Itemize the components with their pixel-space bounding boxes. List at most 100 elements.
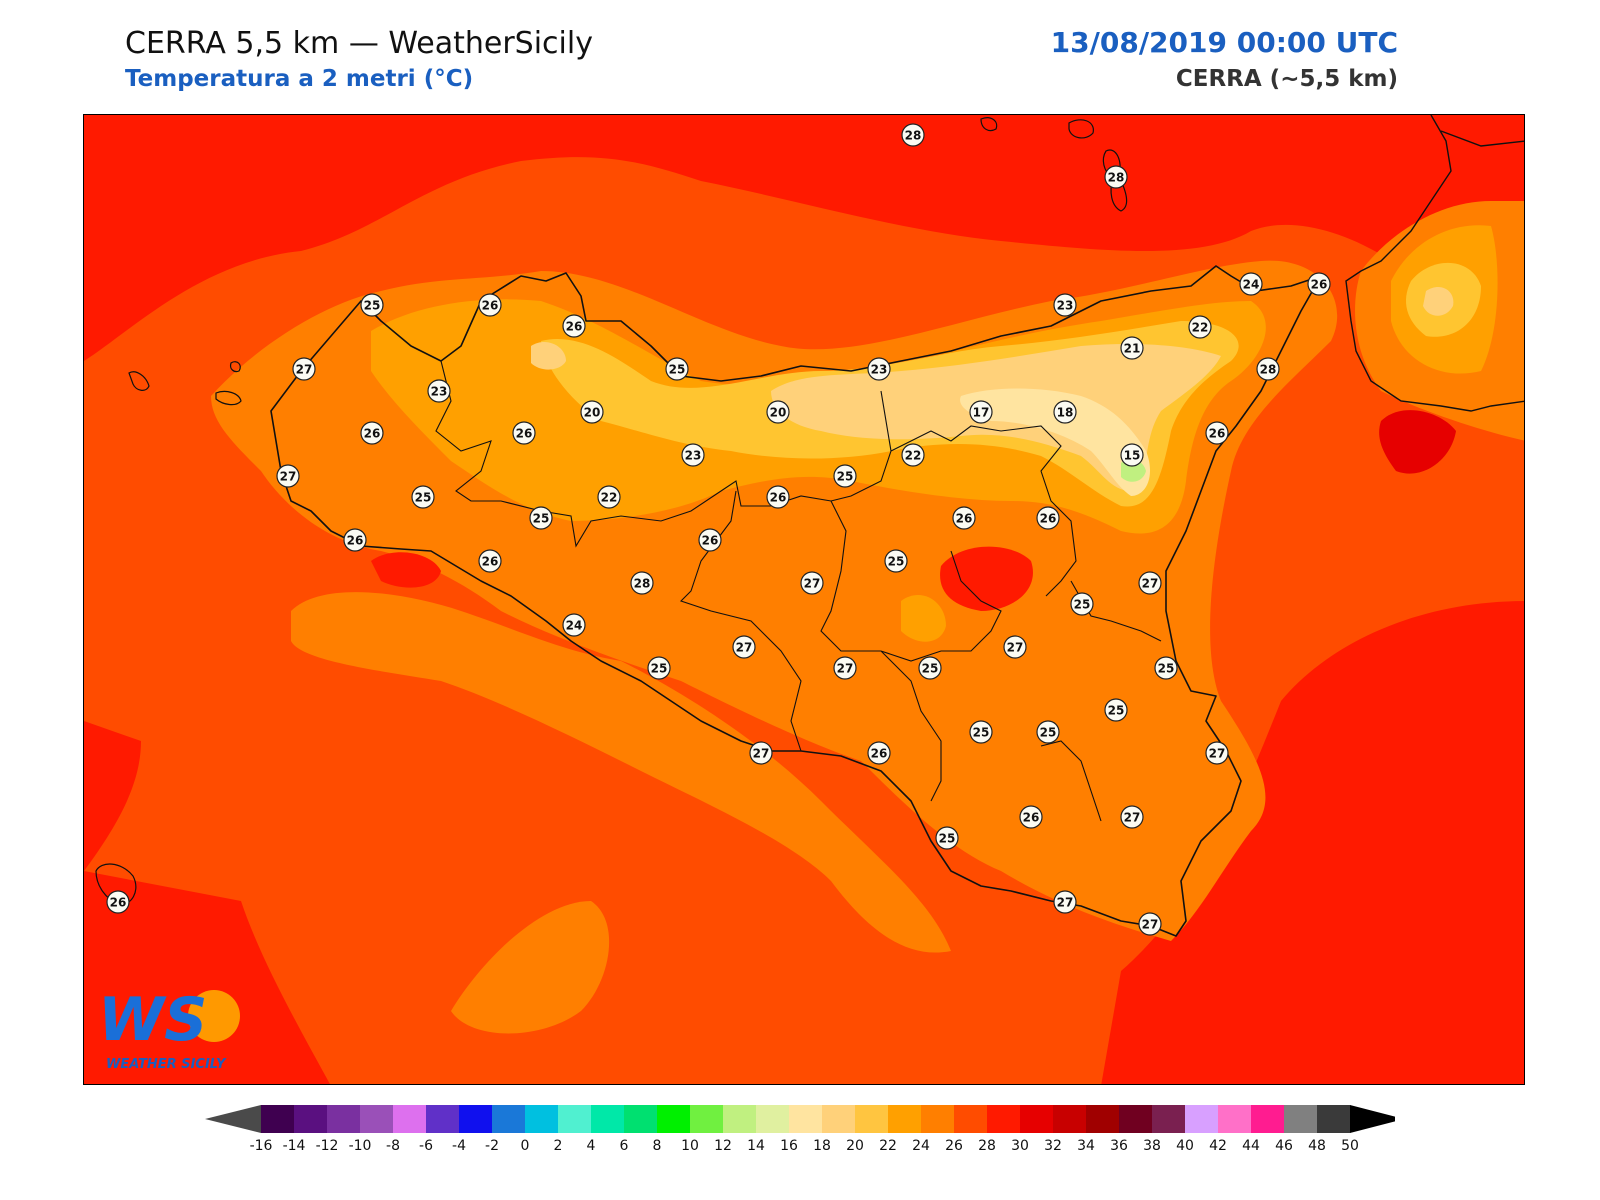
colorbar-tick-label: -14 <box>283 1138 306 1154</box>
station-circle <box>1120 443 1144 467</box>
station-circle <box>1036 506 1060 530</box>
colorbar-min-arrow <box>205 1105 261 1133</box>
colorbar-cell <box>360 1105 394 1133</box>
station-circle <box>580 400 604 424</box>
colorbar-cell <box>1218 1105 1252 1133</box>
station-marker: 23 <box>427 379 451 403</box>
station-value: 18 <box>1057 406 1074 420</box>
station-marker: 28 <box>1256 357 1280 381</box>
station-value: 26 <box>1209 427 1226 441</box>
station-value: 28 <box>905 129 922 143</box>
station-value: 26 <box>347 534 364 548</box>
station-value: 17 <box>973 406 990 420</box>
field-band-24-sea <box>291 592 951 953</box>
station-marker: 25 <box>884 549 908 573</box>
colorbar-tick-label: -6 <box>419 1138 433 1154</box>
station-value: 26 <box>516 427 533 441</box>
station-value: 27 <box>296 363 313 377</box>
station-value: 25 <box>533 512 550 526</box>
map-title: CERRA 5,5 km — WeatherSicily <box>125 26 593 61</box>
station-value: 27 <box>1124 811 1141 825</box>
sicily-coastline <box>270 265 1322 937</box>
colorbar-cell <box>822 1105 856 1133</box>
station-circle <box>1205 741 1229 765</box>
station-value: 27 <box>736 641 753 655</box>
colorbar-tick-label: -8 <box>386 1138 400 1154</box>
station-value: 15 <box>1124 449 1141 463</box>
station-circle <box>478 293 502 317</box>
station-value: 28 <box>1260 363 1277 377</box>
station-marker: 26 <box>478 549 502 573</box>
station-circle <box>884 549 908 573</box>
island-pantelleria <box>95 863 137 906</box>
station-value: 25 <box>1074 598 1091 612</box>
colorbar-cells <box>261 1105 1351 1133</box>
station-marker: 22 <box>1188 315 1212 339</box>
colorbar-tick-label: 46 <box>1275 1138 1293 1154</box>
station-circle <box>512 421 536 445</box>
station-circle <box>529 506 553 530</box>
station-value: 26 <box>482 555 499 569</box>
station-circle <box>1104 698 1128 722</box>
station-circle <box>1205 421 1229 445</box>
variable-subtitle: Temperatura a 2 metri (°C) <box>125 66 474 92</box>
station-marker: 25 <box>833 464 857 488</box>
station-circle <box>918 656 942 680</box>
station-circle <box>1120 336 1144 360</box>
station-value: 27 <box>1007 641 1024 655</box>
colorbar-tick-label: -2 <box>485 1138 499 1154</box>
logo-mark: WS <box>98 985 207 1055</box>
station-marker: 26 <box>512 421 536 445</box>
station-value: 28 <box>1108 171 1125 185</box>
station-circle <box>766 400 790 424</box>
colorbar-tick-label: 44 <box>1242 1138 1260 1154</box>
colorbar-tick-label: 40 <box>1176 1138 1194 1154</box>
station-circle <box>630 571 654 595</box>
field-band-16 <box>960 388 1151 496</box>
colorbar-cell <box>1284 1105 1318 1133</box>
station-value: 22 <box>905 449 922 463</box>
colorbar-tick-label: 30 <box>1011 1138 1029 1154</box>
station-circle <box>698 528 722 552</box>
station-marker: 24 <box>562 613 586 637</box>
colorbar-cell <box>756 1105 790 1133</box>
logo-caption: WEATHER SICILY <box>106 1057 227 1072</box>
station-circle <box>935 826 959 850</box>
station-value: 26 <box>1311 278 1328 292</box>
colorbar-tick-label: 26 <box>945 1138 963 1154</box>
colorbar-tick-label: 16 <box>780 1138 798 1154</box>
field-spot-30-calabria <box>1379 410 1456 474</box>
station-marker: 28 <box>901 123 925 147</box>
station-marker: 27 <box>1138 912 1162 936</box>
station-marker: 25 <box>1104 698 1128 722</box>
station-marker: 26 <box>478 293 502 317</box>
colorbar-cell <box>921 1105 955 1133</box>
station-marker: 20 <box>580 400 604 424</box>
station-value: 26 <box>871 747 888 761</box>
colorbar-tick-label: 8 <box>653 1138 662 1154</box>
station-circle <box>833 656 857 680</box>
island-egadi-levanzo <box>229 361 241 373</box>
station-marker: 27 <box>1120 805 1144 829</box>
station-marker: 23 <box>681 443 705 467</box>
station-value: 27 <box>280 470 297 484</box>
station-circle <box>562 314 586 338</box>
field-spot-28-b <box>940 546 1033 611</box>
station-circle <box>1019 805 1043 829</box>
station-circle <box>343 528 367 552</box>
station-value: 25 <box>669 363 686 377</box>
station-value: 23 <box>871 363 888 377</box>
station-value: 28 <box>634 577 651 591</box>
station-value: 27 <box>1142 918 1159 932</box>
station-circle <box>597 485 621 509</box>
island-egadi-marettimo <box>128 371 150 391</box>
station-circle <box>427 379 451 403</box>
station-value: 24 <box>566 619 583 633</box>
station-value: 25 <box>651 662 668 676</box>
station-value: 21 <box>1124 342 1141 356</box>
station-marker: 23 <box>1053 293 1077 317</box>
station-marker: 26 <box>106 890 130 914</box>
station-circle <box>901 443 925 467</box>
station-marker: 26 <box>698 528 722 552</box>
station-marker: 28 <box>1104 165 1128 189</box>
